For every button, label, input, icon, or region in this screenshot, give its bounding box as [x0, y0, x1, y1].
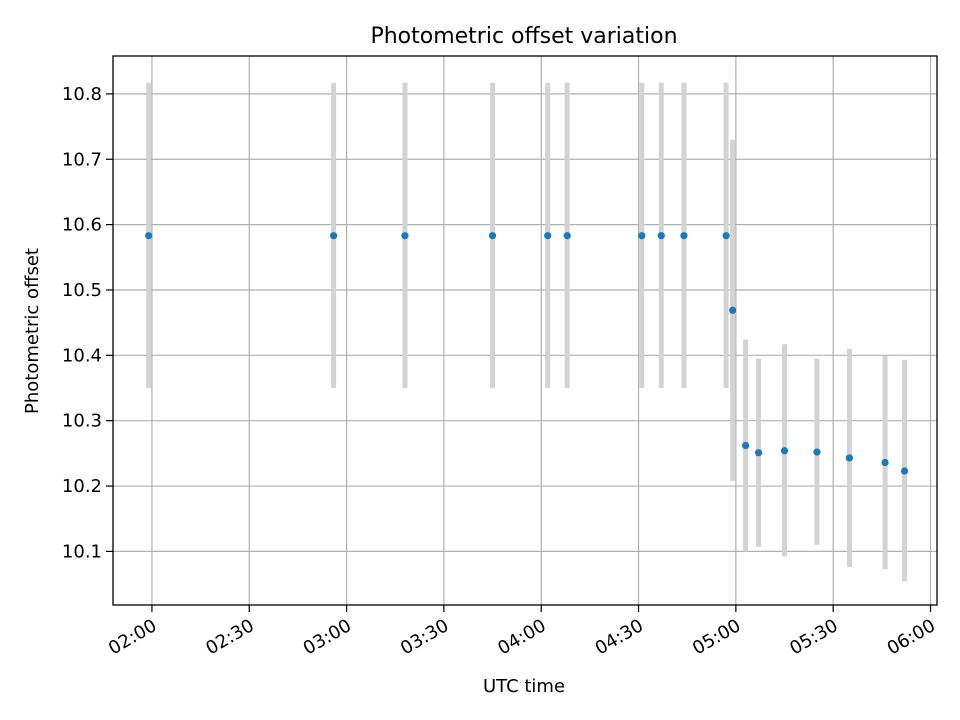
data-point	[741, 441, 750, 450]
x-tick-label: 03:30	[397, 615, 452, 659]
y-axis-label: Photometric offset	[22, 248, 43, 414]
data-point	[900, 467, 909, 475]
y-tick-label: 10.6	[62, 215, 102, 236]
data-point	[638, 232, 646, 240]
data-point	[722, 232, 730, 240]
x-tick-label: 04:30	[592, 615, 647, 659]
data-point	[881, 458, 889, 467]
data-point	[544, 232, 552, 240]
y-axis: 10.1 10.2 10.3 10.4 10.5 10.6 10.7 10.8	[62, 84, 113, 562]
x-tick-label: 02:00	[105, 615, 160, 659]
x-tick-label: 03:00	[300, 615, 355, 659]
chart-title: Photometric offset variation	[370, 24, 677, 49]
x-axis-label: UTC time	[483, 676, 565, 697]
data-point	[780, 447, 789, 455]
y-tick-label: 10.3	[62, 411, 102, 432]
grid-layer	[113, 56, 937, 605]
x-tick-label: 04:00	[494, 615, 549, 659]
x-tick-label: 02:30	[202, 615, 257, 659]
data-point	[401, 232, 409, 240]
x-axis: 02:00 02:30 03:00 03:30 04:00 04:30 05:00 05:30…	[105, 605, 939, 659]
y-tick-label: 10.2	[62, 476, 102, 497]
x-tick-label: 06:00	[884, 615, 939, 659]
y-tick-label: 10.8	[62, 84, 102, 105]
y-tick-label: 10.7	[62, 149, 102, 170]
data-point	[680, 232, 688, 240]
errorbar-layer	[146, 82, 908, 582]
data-point	[145, 232, 153, 240]
plot-frame	[112, 55, 938, 606]
point-layer	[145, 232, 909, 475]
data-point	[729, 306, 737, 314]
data-point	[563, 232, 571, 240]
data-point	[329, 232, 338, 240]
y-tick-label: 10.5	[62, 280, 102, 301]
x-tick-label: 05:30	[786, 615, 841, 659]
y-tick-label: 10.4	[62, 345, 102, 366]
data-point	[845, 454, 854, 462]
data-point	[488, 232, 497, 240]
y-tick-label: 10.1	[62, 541, 102, 562]
data-point	[657, 232, 665, 240]
data-point	[813, 448, 821, 456]
data-point	[754, 449, 763, 457]
x-tick-label: 05:00	[689, 615, 744, 659]
